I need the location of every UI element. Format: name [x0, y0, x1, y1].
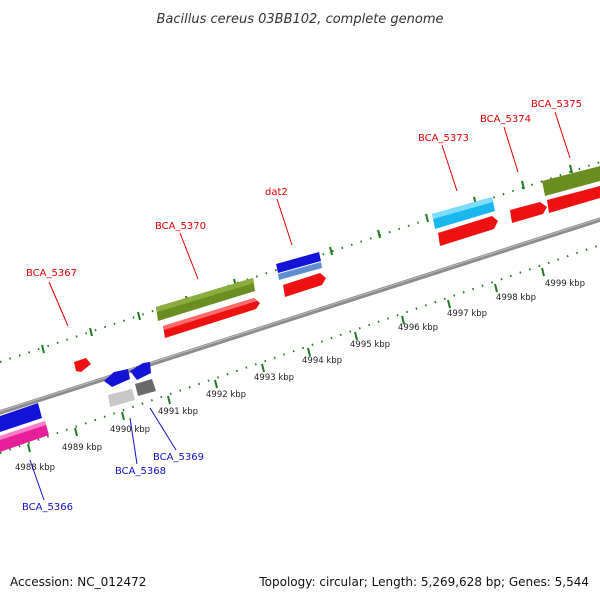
gene-label[interactable]: dat2 — [265, 187, 288, 198]
gene-bca-5366[interactable] — [0, 403, 42, 432]
gene-gray-2[interactable] — [135, 379, 156, 396]
genome-backbone — [0, 217, 600, 415]
leader-lines — [29, 111, 571, 501]
gene-label[interactable]: BCA_5375 — [531, 99, 582, 110]
gene-olive-2[interactable] — [542, 166, 600, 196]
gene-bca-5370[interactable] — [163, 298, 260, 338]
gene-label[interactable]: BCA_5369 — [153, 452, 204, 463]
gene-dat2-blue[interactable] — [276, 252, 321, 273]
tick-label: 4988 kbp — [15, 463, 55, 473]
gene-label[interactable]: BCA_5366 — [22, 502, 73, 513]
tick-label: 4993 kbp — [254, 373, 294, 383]
gene-bca-5373[interactable] — [438, 216, 498, 246]
genome-backbone-highlight — [0, 218, 600, 412]
tick-label: 4990 kbp — [110, 425, 150, 435]
gene-label[interactable]: BCA_5373 — [418, 133, 469, 144]
gene-bca-5375[interactable] — [547, 186, 600, 213]
gene-label[interactable]: BCA_5367 — [26, 268, 77, 279]
accession-text: Accession: NC_012472 — [10, 575, 146, 589]
tick-label: 4997 kbp — [447, 309, 487, 319]
gene-label[interactable]: BCA_5368 — [115, 466, 166, 477]
tick-label: 4991 kbp — [158, 407, 198, 417]
gene-label[interactable]: BCA_5370 — [155, 221, 206, 232]
tick-label: 4999 kbp — [545, 279, 585, 289]
gene-pink-1-shade — [0, 421, 46, 440]
tick-label: 4989 kbp — [62, 443, 102, 453]
gene-label[interactable]: BCA_5374 — [480, 114, 531, 125]
gene-bca-5370-shade — [163, 298, 257, 330]
map-title: Bacillus cereus 03BB102, complete genome — [156, 12, 443, 27]
gene-gray-1[interactable] — [108, 389, 135, 407]
tick-label: 4992 kbp — [206, 390, 246, 400]
tick-label: 4995 kbp — [350, 340, 390, 350]
tick-label: 4996 kbp — [398, 323, 438, 333]
gene-olive-1-shade — [156, 278, 254, 312]
genome-summary-text: Topology: circular; Length: 5,269,628 bp… — [258, 575, 589, 589]
gene-bca-5374[interactable] — [510, 202, 547, 223]
gene-bca-5369[interactable] — [130, 362, 151, 380]
lower-tick-track — [0, 244, 600, 454]
gene-bca-5367[interactable] — [74, 358, 91, 372]
gene-dat2[interactable] — [283, 273, 326, 297]
gene-pink-1[interactable] — [0, 421, 49, 452]
tick-label: 4998 kbp — [496, 293, 536, 303]
gene-bca-5368[interactable] — [104, 369, 130, 387]
tick-label: 4994 kbp — [302, 356, 342, 366]
gene-dat2-steel[interactable] — [278, 262, 322, 280]
gene-cyan-1-shade — [432, 197, 493, 219]
